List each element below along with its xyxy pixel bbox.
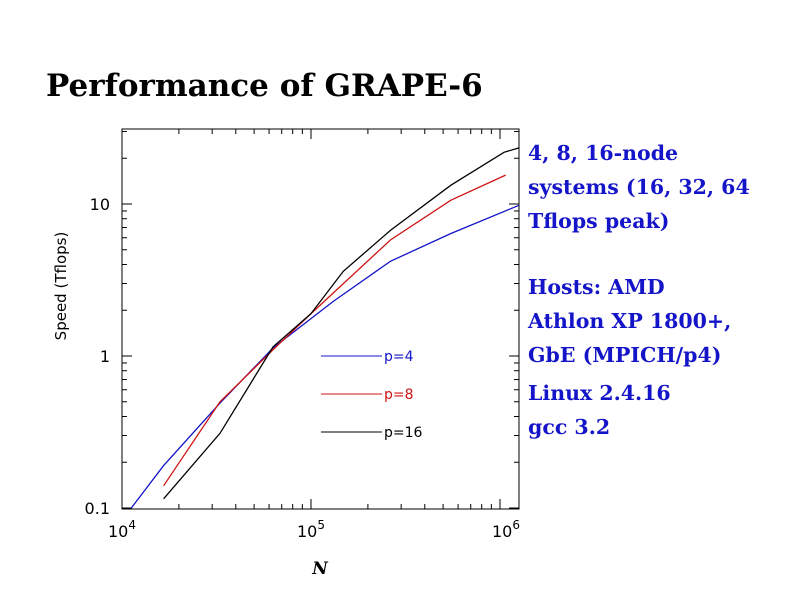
notes-line: 4, 8, 16-node — [528, 141, 679, 165]
notes-line: Hosts: AMD — [528, 275, 665, 299]
plot-frame — [121, 128, 520, 510]
y-tick-label: 0.1 — [85, 499, 110, 518]
legend-label: p=4 — [384, 349, 414, 365]
x-axis-label: N — [311, 559, 329, 579]
legend-label: p=8 — [384, 387, 414, 403]
y-axis-label: Speed (Tflops) — [52, 232, 70, 341]
notes-line: Linux 2.4.16 — [528, 381, 671, 405]
series-line-p-16 — [163, 147, 520, 500]
notes-line: Athlon XP 1800+, — [528, 309, 732, 333]
series-line-p-4 — [130, 204, 520, 509]
y-tick-label: 10 — [90, 195, 110, 214]
notes-line: Tflops peak) — [528, 209, 670, 233]
x-tick-label: 106 — [492, 518, 520, 541]
notes-line: systems (16, 32, 64 — [528, 175, 750, 199]
x-tick-label: 105 — [297, 518, 325, 541]
x-tick-label: 104 — [108, 518, 136, 541]
y-tick-label: 1 — [100, 347, 110, 366]
notes-line: gcc 3.2 — [528, 415, 611, 439]
slide-title: Performance of GRAPE-6 — [46, 68, 483, 104]
legend-label: p=16 — [384, 425, 423, 441]
notes-block-systems: 4, 8, 16-node systems (16, 32, 64 Tflops… — [528, 136, 750, 238]
notes-block-software: Linux 2.4.16 gcc 3.2 — [528, 376, 750, 444]
slide-notes: 4, 8, 16-node systems (16, 32, 64 Tflops… — [528, 136, 750, 444]
notes-block-hosts: Hosts: AMD Athlon XP 1800+, GbE (MPICH/p… — [528, 270, 750, 372]
notes-line: GbE (MPICH/p4) — [528, 343, 722, 367]
